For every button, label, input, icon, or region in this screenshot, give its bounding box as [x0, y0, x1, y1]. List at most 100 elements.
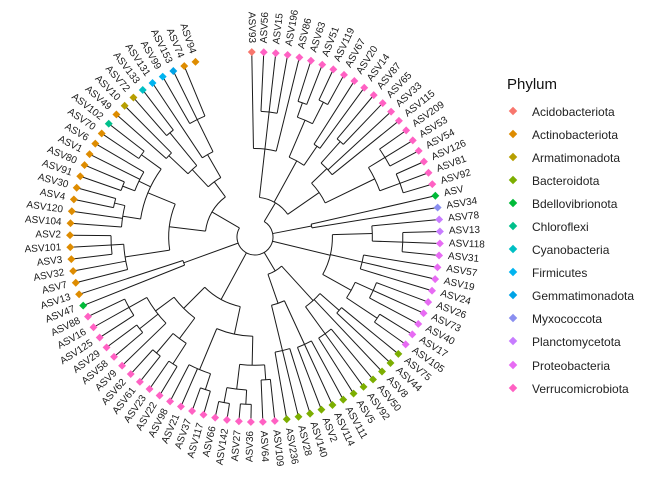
legend-marker-icon	[508, 383, 518, 392]
tree-branch	[305, 306, 326, 335]
tree-branch	[199, 328, 218, 370]
tree-branch	[281, 265, 314, 301]
tree-branch	[310, 340, 344, 400]
tree-branch	[296, 102, 303, 118]
tree-branch	[236, 364, 241, 390]
tip-marker	[424, 168, 433, 177]
tip-marker	[271, 49, 280, 58]
tip-marker	[85, 150, 94, 159]
tree-branch	[297, 116, 313, 125]
tip-marker	[283, 50, 292, 59]
legend-marker-icon	[508, 360, 518, 369]
legend-key	[500, 264, 524, 282]
tip-marker	[433, 263, 442, 272]
tip-marker	[394, 349, 403, 358]
legend-key	[500, 126, 524, 144]
tree-branch	[369, 297, 419, 325]
tree-branch	[172, 70, 198, 120]
tree-branch	[106, 324, 137, 348]
tree-branch	[311, 195, 436, 225]
legend-marker-icon	[508, 106, 518, 115]
legend-item: Acidobacteriota	[500, 100, 670, 123]
tip-marker	[97, 129, 106, 138]
tree-branch	[331, 120, 400, 176]
tree-branch	[245, 389, 248, 405]
legend-label: Cyanobacteria	[532, 243, 610, 258]
tip-label: ASV118	[449, 238, 486, 250]
legend-label: Proteobacteria	[532, 358, 611, 373]
tip-label: ASV27	[230, 429, 244, 461]
tip-label: ASV56	[259, 11, 271, 43]
tip-marker	[378, 367, 386, 376]
legend-key	[500, 357, 524, 375]
legend-label: Planctomycetota	[532, 335, 621, 350]
tip-marker	[69, 195, 78, 204]
tree-branch	[172, 343, 187, 365]
tree-branch	[204, 286, 241, 308]
tip-marker	[414, 320, 423, 328]
tree-branch	[374, 321, 406, 345]
tree-branch	[263, 202, 276, 222]
tree-branch	[168, 360, 178, 367]
legend-marker-icon	[508, 291, 518, 300]
tip-marker	[435, 215, 444, 224]
tree-branch	[324, 333, 364, 388]
tree-branch	[139, 313, 159, 330]
tip-marker	[402, 126, 411, 135]
tree-branch	[218, 401, 230, 405]
legend-item: Gemmatimonadota	[500, 285, 670, 308]
tip-marker	[419, 157, 428, 166]
tip-marker	[282, 415, 291, 424]
tree-branch	[371, 225, 373, 242]
tip-marker	[67, 255, 76, 264]
tree-branch	[124, 105, 172, 154]
tree-branch	[122, 185, 135, 192]
legend-label: Firmicutes	[532, 266, 588, 281]
tree-branch	[204, 373, 212, 390]
legend-key	[500, 310, 524, 328]
tip-marker	[435, 239, 444, 248]
legend-item: Bdellovibrionota	[500, 192, 670, 215]
tree-branch	[162, 76, 191, 124]
tree-branch	[211, 211, 240, 229]
tree-branch	[113, 332, 143, 358]
tree-branch	[121, 322, 167, 367]
tree-branch	[297, 340, 312, 348]
legend-label: Myxococcota	[532, 312, 603, 327]
tree-branch	[142, 89, 174, 131]
tree-branch	[320, 141, 341, 164]
tree-branch	[273, 160, 298, 203]
tree-branch	[116, 114, 167, 159]
legend-item: Cyanobacteria	[500, 239, 670, 262]
legend-marker-icon	[508, 221, 518, 231]
tree-branch	[147, 192, 176, 205]
tree-branch	[251, 52, 254, 149]
tree-branch	[304, 344, 333, 406]
tip-marker	[211, 413, 220, 422]
tip-marker	[317, 405, 326, 414]
tree-branch	[276, 54, 289, 114]
tip-marker	[176, 402, 185, 411]
tip-marker	[369, 375, 377, 384]
tree-branch	[268, 53, 277, 113]
tree-branch	[346, 297, 378, 319]
legend-label: Bdellovibrionota	[532, 196, 618, 211]
tip-marker	[199, 410, 208, 419]
tree-branch	[341, 307, 399, 355]
tree-branch	[101, 133, 140, 159]
tip-marker	[102, 343, 111, 352]
legend-item: Verrucomicrobiota	[500, 377, 670, 400]
tree-branch	[379, 313, 413, 335]
tree-branch	[264, 364, 267, 380]
legend-key	[500, 380, 524, 398]
tree-branch	[369, 282, 377, 299]
tree-branch	[134, 171, 145, 191]
tip-label: ASV64	[258, 431, 270, 463]
tip-marker	[129, 93, 138, 102]
tree-branch	[226, 387, 247, 391]
legend-item: Myxococcota	[500, 308, 670, 331]
tree-branch	[267, 265, 282, 275]
tree-branch	[363, 254, 438, 268]
tree-branch	[322, 274, 352, 291]
tip-marker	[247, 48, 256, 56]
